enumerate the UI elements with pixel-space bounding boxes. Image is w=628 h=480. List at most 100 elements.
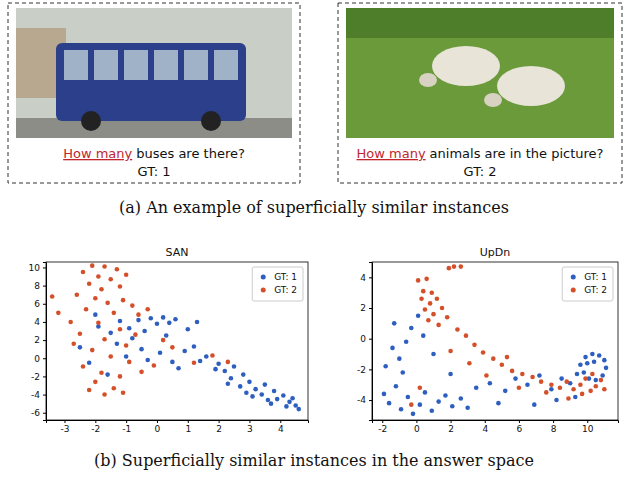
tick-label: 4 [278,424,284,434]
point [78,331,83,336]
tick-label: -4 [357,395,366,405]
chart-title: SAN [166,246,189,259]
photo-bus-window [214,50,238,80]
legend-box [252,267,303,301]
point [590,352,595,357]
tick: -2 [31,372,46,382]
tick-label: 1 [185,424,191,434]
point [544,390,549,395]
tick: 4 [34,317,46,327]
tick: 10 [582,420,594,434]
legend-marker [261,275,266,280]
point [435,297,440,302]
point [496,401,501,406]
tick: 0 [414,420,420,434]
tick-mark [157,420,158,423]
point [537,373,542,378]
point [115,267,120,272]
point [590,372,595,377]
point [416,313,421,318]
tick-mark [587,420,588,423]
point [428,301,433,306]
point [525,382,530,387]
point [75,292,80,297]
point [269,401,274,406]
point [566,396,571,401]
point [554,398,559,403]
point [406,395,411,400]
point [424,277,429,282]
point [400,370,405,375]
tick: -3 [61,420,70,434]
point [164,333,169,338]
point [588,389,593,394]
scatter-chart: SAN-3-2-101234-6-4-20246810GT: 1GT: 2 [29,246,309,434]
point [513,376,518,381]
tick-label: 0 [155,424,161,434]
point [93,296,98,301]
photo-bus [56,43,246,121]
tick-mark [43,322,46,323]
tick-mark [43,395,46,396]
scatter-chart: UpDn-20246810-4-2024GT: 1GT: 2 [357,246,618,434]
point [78,345,83,350]
point [133,332,138,337]
tick-mark [485,420,486,423]
legend-box [562,267,613,301]
point [158,351,163,356]
point [112,311,117,316]
point [459,264,464,269]
legend-label: GT: 2 [274,285,297,295]
question: How manybuses are there? [63,146,245,161]
point [418,402,423,407]
point [549,382,554,387]
legend-item: GT: 1 [571,272,607,282]
point [459,396,464,401]
point [238,384,243,389]
legend-label: GT: 1 [584,272,607,282]
point [383,364,388,369]
point [229,376,234,381]
point [287,400,292,405]
tick-label: -4 [31,390,40,400]
point [558,385,563,390]
point [275,397,280,402]
point [152,363,157,368]
tick: -2 [91,420,100,434]
photo-bus-window [154,50,178,80]
legend-item: GT: 1 [261,272,297,282]
y-axis: -6-4-20246810 [29,263,47,421]
axis-line [373,421,619,424]
tick-mark [416,420,417,423]
y-axis: -4-2024 [357,263,372,421]
plot-frame [372,262,618,420]
point [259,392,264,397]
point [250,394,255,399]
point [247,380,252,385]
point [266,398,271,403]
tick: -2 [357,365,372,375]
tick-mark [519,420,520,423]
point [149,316,154,321]
figure: How manybuses are there?GT: 1How manyani… [0,0,628,480]
legend-marker [571,288,576,293]
point [213,367,218,372]
point [145,358,150,363]
point [296,407,301,412]
tick-label: -3 [61,424,70,434]
tick: 6 [517,420,523,434]
point [404,339,409,344]
tick-label: 4 [34,317,40,327]
tick-label: 8 [551,424,557,434]
ground-truth: GT: 2 [464,164,497,179]
point [253,387,258,392]
point [108,354,113,359]
point [532,402,537,407]
tick-label: 2 [448,424,454,434]
tick: 0 [155,420,161,434]
tick-mark [43,286,46,287]
tick-label: -2 [31,372,40,382]
tick-label: 4 [482,424,488,434]
point [440,306,445,311]
tick: 0 [360,334,372,344]
